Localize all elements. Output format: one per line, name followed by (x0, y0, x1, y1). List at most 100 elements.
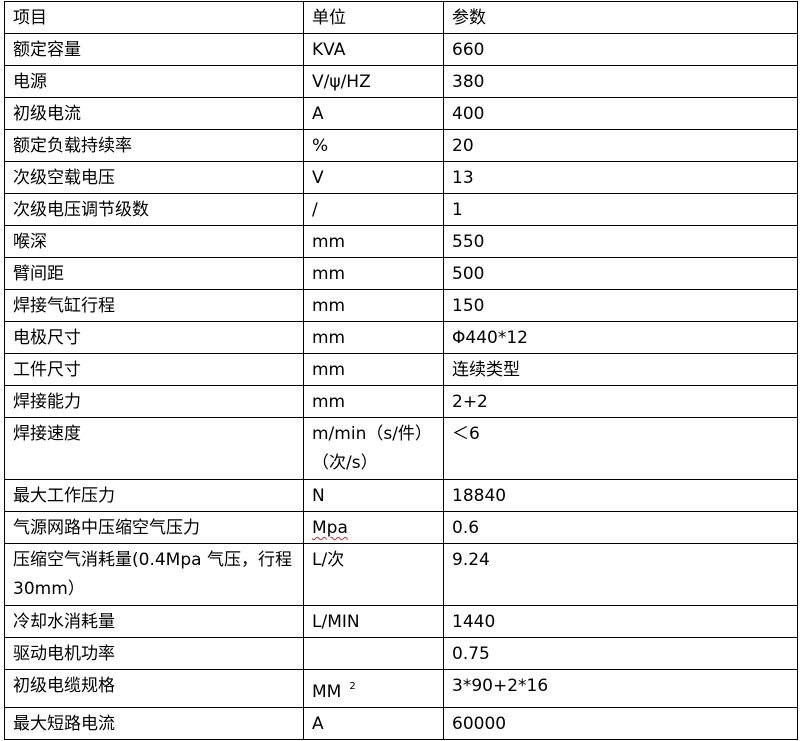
cell-item: 气源网路中压缩空气压力 (4, 511, 304, 544)
cell-value: 150 (443, 289, 798, 322)
cell-value: Φ440*12 (443, 321, 798, 354)
item-text: 压缩空气消耗量(0.4Mpa 气压，行程 30mm） (13, 550, 292, 599)
item-text: 初级电流 (13, 104, 81, 124)
unit-text: N (312, 486, 325, 506)
spec-table: 项目 单位 参数 额定容量 KVA 660 电源 V/ψ/HZ 380 初级电流 A 400 额定… (4, 1, 798, 740)
cell-unit: L/次 (303, 543, 444, 606)
unit-text: L/MIN (312, 612, 360, 632)
cell-value: 9.24 (443, 543, 798, 606)
cell-value: 3*90+2*16 (443, 669, 798, 708)
cell-unit: mm (303, 353, 444, 386)
cell-item: 焊接速度 (4, 417, 304, 480)
table-row: 冷却水消耗量 L/MIN 1440 (4, 605, 798, 638)
cell-unit: mm (303, 289, 444, 322)
item-text: 驱动电机功率 (13, 644, 115, 664)
unit-text: Mpa (312, 518, 348, 538)
table-row: 气源网路中压缩空气压力 Mpa 0.6 (4, 511, 798, 544)
cell-unit: N (303, 479, 444, 512)
cell-item: 电源 (4, 65, 304, 98)
cell-unit: L/MIN (303, 605, 444, 638)
cell-unit: MM 2 (303, 669, 444, 708)
table-row: 最大工作压力 N 18840 (4, 479, 798, 512)
cell-value: 0.6 (443, 511, 798, 544)
cell-unit: A (303, 97, 444, 130)
value-text: 13 (452, 168, 474, 188)
unit-text: mm (312, 264, 346, 284)
value-text: ＜6 (452, 424, 480, 444)
value-text: Φ440*12 (452, 328, 528, 348)
item-text: 焊接速度 (13, 424, 81, 444)
cell-item: 最大短路电流 (4, 707, 304, 740)
item-text: 额定负载持续率 (13, 136, 132, 156)
item-text: 最大工作压力 (13, 486, 115, 506)
cell-unit: % (303, 129, 444, 162)
header-value: 参数 (443, 1, 798, 34)
cell-unit (303, 637, 444, 670)
value-text: 20 (452, 136, 474, 156)
cell-item: 焊接能力 (4, 385, 304, 418)
header-item: 项目 (4, 1, 304, 34)
cell-unit: V/ψ/HZ (303, 65, 444, 98)
item-text: 工件尺寸 (13, 360, 81, 380)
value-text: 380 (452, 72, 485, 92)
cell-value: 60000 (443, 707, 798, 740)
value-text: 0.75 (452, 644, 490, 664)
cell-value: 1 (443, 193, 798, 226)
cell-unit: / (303, 193, 444, 226)
table-row: 电极尺寸 mm Φ440*12 (4, 321, 798, 354)
unit-text: mm (312, 392, 346, 412)
cell-value: 550 (443, 225, 798, 258)
unit-text: MM (312, 682, 342, 702)
cell-value: 18840 (443, 479, 798, 512)
table-row: 压缩空气消耗量(0.4Mpa 气压，行程 30mm） L/次 9.24 (4, 543, 798, 606)
cell-item: 臂间距 (4, 257, 304, 290)
table-row: 最大短路电流 A 60000 (4, 707, 798, 740)
item-text: 冷却水消耗量 (13, 612, 115, 632)
value-text: 500 (452, 264, 485, 284)
table-row: 焊接能力 mm 2+2 (4, 385, 798, 418)
cell-value: 500 (443, 257, 798, 290)
table-row: 驱动电机功率 0.75 (4, 637, 798, 670)
cell-value: 1440 (443, 605, 798, 638)
cell-unit: KVA (303, 33, 444, 66)
table-row: 初级电缆规格 MM 2 3*90+2*16 (4, 669, 798, 708)
unit-superscript: 2 (349, 681, 356, 692)
cell-unit: mm (303, 321, 444, 354)
cell-item: 焊接气缸行程 (4, 289, 304, 322)
unit-text: V (312, 168, 324, 188)
unit-text: KVA (312, 40, 346, 60)
cell-value: 20 (443, 129, 798, 162)
cell-item: 初级电缆规格 (4, 669, 304, 708)
value-text: 1 (452, 200, 463, 220)
cell-unit: m/min（s/件）（次/s） (303, 417, 444, 480)
cell-item: 冷却水消耗量 (4, 605, 304, 638)
value-text: 0.6 (452, 518, 480, 538)
unit-text: L/次 (312, 550, 345, 570)
value-text: 3*90+2*16 (452, 676, 549, 696)
cell-unit: A (303, 707, 444, 740)
table-row: 额定负载持续率% 20 (4, 129, 798, 162)
cell-unit: mm (303, 225, 444, 258)
cell-item: 额定容量 (4, 33, 304, 66)
cell-value: 2+2 (443, 385, 798, 418)
cell-value: 380 (443, 65, 798, 98)
table-row: 次级电压调节级数 / 1 (4, 193, 798, 226)
value-text: 150 (452, 296, 485, 316)
item-text: 电源 (13, 72, 47, 92)
unit-text: % (312, 136, 329, 156)
value-text: 9.24 (452, 550, 490, 570)
cell-item: 喉深 (4, 225, 304, 258)
cell-value: 13 (443, 161, 798, 194)
cell-value: 连续类型 (443, 353, 798, 386)
item-text: 次级电压调节级数 (13, 200, 149, 220)
unit-text: A (312, 104, 324, 124)
value-text: 660 (452, 40, 485, 60)
value-text: 60000 (452, 714, 507, 734)
item-text: 额定容量 (13, 40, 81, 60)
unit-text: m/min（s/件）（次/s） (312, 424, 432, 473)
cell-item: 压缩空气消耗量(0.4Mpa 气压，行程 30mm） (4, 543, 304, 606)
unit-text: mm (312, 328, 346, 348)
value-text: 550 (452, 232, 485, 252)
unit-text: A (312, 714, 324, 734)
cell-item: 工件尺寸 (4, 353, 304, 386)
